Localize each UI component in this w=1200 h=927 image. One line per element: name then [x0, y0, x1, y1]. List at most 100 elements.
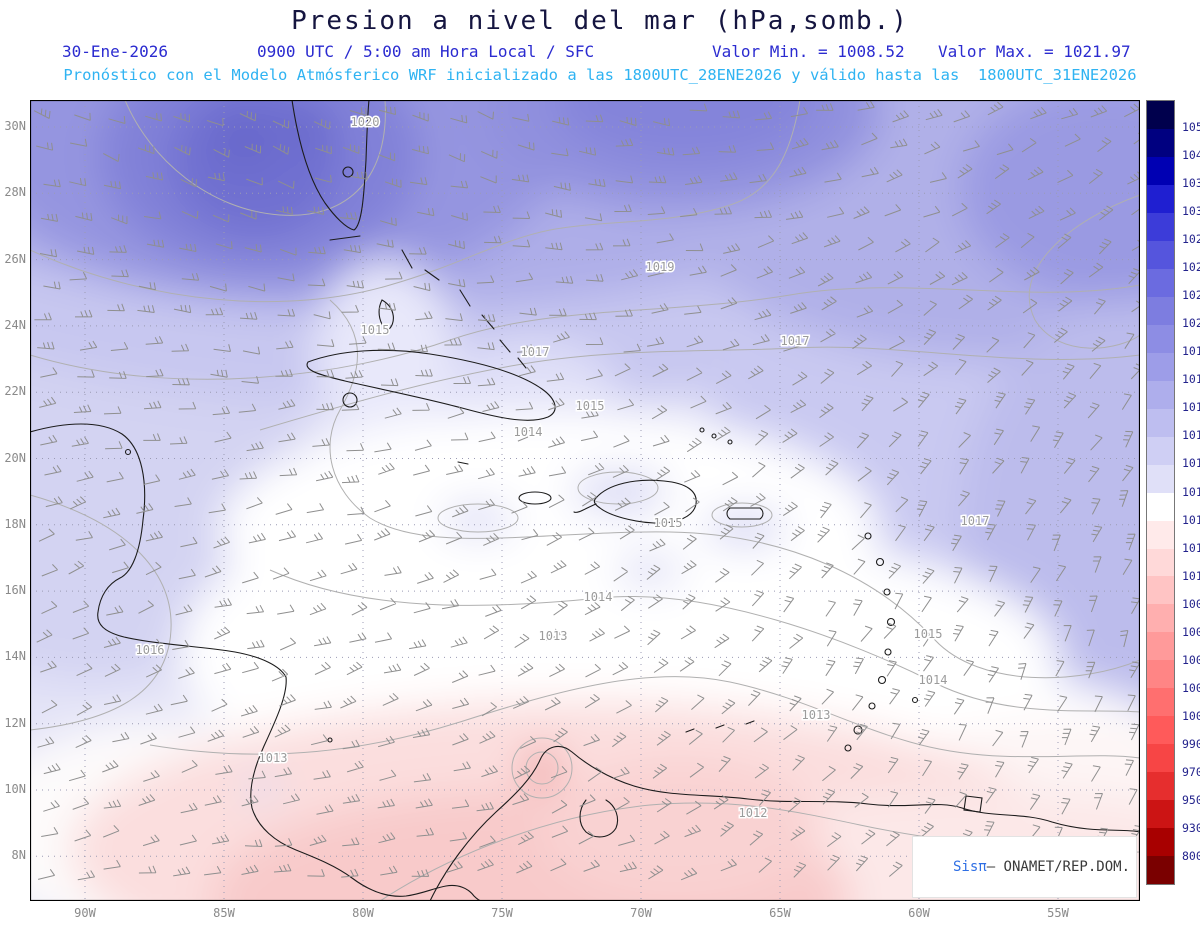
isobar-label: 1014	[514, 425, 543, 439]
lat-tick-label: 28N	[4, 185, 26, 200]
colorbar-segment	[1147, 268, 1174, 297]
isobar-label: 1015	[576, 399, 605, 413]
isobar-label: 1019	[646, 260, 675, 274]
valid-date: 30-Ene-2026	[62, 42, 168, 61]
colorbar-segment	[1147, 548, 1174, 577]
colorbar-tick-label: 1008	[1179, 596, 1200, 612]
colorbar-segment	[1147, 800, 1174, 829]
colorbar-tick-label: 1030	[1179, 204, 1200, 220]
page-title: Presion a nivel del mar (hPa,somb.)	[291, 6, 909, 36]
lat-tick-label: 20N	[4, 450, 26, 465]
colorbar-segment	[1147, 156, 1174, 185]
colorbar-tick-label: 1010	[1179, 568, 1200, 584]
wind-barbs-layer	[33, 100, 1140, 881]
isobar-label: 1017	[961, 514, 990, 528]
colorbar-segment	[1147, 632, 1174, 661]
colorbar-segment	[1147, 716, 1174, 745]
colorbar-tick-label: 800	[1179, 848, 1200, 864]
isobar-label: 1013	[259, 751, 288, 765]
colorbar-tick-label: 1028	[1179, 232, 1200, 248]
colorbar-segment	[1147, 772, 1174, 801]
lon-tick-label: 80W	[352, 906, 374, 920]
colorbar-segment	[1147, 688, 1174, 717]
isobar-label: 1014	[919, 673, 948, 687]
colorbar	[1146, 100, 1175, 885]
colorbar-tick-label: 1004	[1179, 652, 1200, 668]
watermark-brand: Sisπ	[952, 859, 987, 875]
value-max-label: Valor Max. = 1021.97	[938, 42, 1131, 61]
colorbar-tick-label: 1014	[1179, 484, 1200, 500]
colorbar-tick-label: 1017	[1179, 400, 1200, 416]
map-frame	[30, 100, 1140, 901]
pressure-map: 1020 1019 1015 1017 1017 1015 1014 1015 1017 1014…	[4, 100, 1140, 920]
lat-tick-label: 24N	[4, 317, 26, 332]
value-min-label: Valor Min. = 1008.52	[712, 42, 905, 61]
colorbar-tick-label: 1022	[1179, 288, 1200, 304]
colorbar-tick-label: 1019	[1179, 344, 1200, 360]
colorbar-tick-label: 1016	[1179, 428, 1200, 444]
colorbar-tick-label: 1020	[1179, 316, 1200, 332]
isobar-label: 1012	[739, 806, 768, 820]
colorbar-segment	[1147, 464, 1174, 493]
colorbar-segment	[1147, 828, 1174, 857]
lon-tick-label: 55W	[1047, 906, 1069, 920]
colorbar-tick-label: 1012	[1179, 540, 1200, 556]
forecast-model-line: Pronóstico con el Modelo Atmósferico WRF…	[63, 66, 1137, 84]
isobar-label: 1016	[136, 643, 165, 657]
colorbar-tick-label: 1040	[1179, 148, 1200, 164]
colorbar-segment	[1147, 184, 1174, 213]
colorbar-segment	[1147, 520, 1174, 549]
colorbar-tick-label: 1002	[1179, 680, 1200, 696]
colorbar-tick-label: 930	[1179, 820, 1200, 836]
watermark-org: — ONAMET/REP.DOM.	[986, 859, 1130, 875]
isobar-label: 1015	[654, 516, 683, 530]
colorbar-segment	[1147, 660, 1174, 689]
colorbar-segment	[1147, 492, 1174, 521]
colorbar-tick-label: 970	[1179, 764, 1200, 780]
colorbar-tick-label: 1015	[1179, 456, 1200, 472]
colorbar-tick-label: 1018	[1179, 372, 1200, 388]
colorbar-segment	[1147, 744, 1174, 773]
colorbar-tick-label: 1013	[1179, 512, 1200, 528]
colorbar-tick-label: 1035	[1179, 176, 1200, 192]
lat-tick-label: 30N	[4, 119, 26, 133]
lat-tick-label: 12N	[4, 715, 26, 730]
colorbar-tick-label: 1006	[1179, 624, 1200, 640]
lat-tick-label: 18N	[4, 516, 26, 531]
lon-tick-label: 90W	[74, 906, 96, 920]
isobar-label: 1013	[539, 629, 568, 643]
isobar-label: 1017	[521, 345, 550, 359]
colorbar-tick-label: 1025	[1179, 260, 1200, 276]
map-canvas: 1020 1019 1015 1017 1017 1015 1014 1015 1017 1014…	[30, 100, 1140, 901]
lon-tick-label: 85W	[213, 906, 235, 920]
coastline-layer	[30, 100, 1140, 901]
isobar-label: 1015	[361, 323, 390, 337]
colorbar-segment	[1147, 296, 1174, 325]
isobar-label: 1014	[584, 590, 613, 604]
colorbar-segment	[1147, 101, 1174, 129]
lat-tick-label: 10N	[4, 782, 26, 796]
lon-tick-label: 70W	[630, 906, 652, 920]
colorbar-tick-label: 950	[1179, 792, 1200, 808]
lat-tick-label: 8N	[11, 848, 26, 863]
lat-tick-label: 26N	[4, 251, 26, 266]
lat-tick-label: 16N	[4, 583, 26, 598]
lat-tick-label: 22N	[4, 384, 26, 399]
lat-tick-label: 14N	[4, 649, 26, 664]
colorbar-segment	[1147, 604, 1174, 633]
isobar-label: 1015	[914, 627, 943, 641]
pressure-shading-layer	[30, 100, 1140, 901]
colorbar-segment	[1147, 240, 1174, 269]
colorbar-tick-label: 1050	[1179, 120, 1200, 136]
lon-tick-label: 65W	[769, 906, 791, 920]
colorbar-segment	[1147, 408, 1174, 437]
isobar-labels-layer: 1020 1019 1015 1017 1017 1015 1014 1015 1017 1014…	[134, 114, 991, 862]
colorbar-segment	[1147, 856, 1174, 885]
colorbar-tick-label: 1000	[1179, 708, 1200, 724]
isobar-label: 1013	[802, 708, 831, 722]
colorbar-segment	[1147, 352, 1174, 381]
colorbar-segment	[1147, 576, 1174, 605]
colorbar-segment	[1147, 324, 1174, 353]
valid-time: 0900 UTC / 5:00 am Hora Local / SFC	[257, 42, 595, 61]
isobar-label: 1017	[781, 334, 810, 348]
